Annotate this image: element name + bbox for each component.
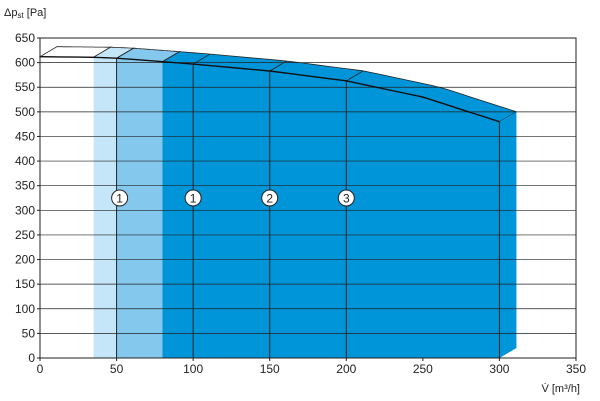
speed-marker-label: 3	[343, 192, 350, 206]
x-tick-label: 200	[336, 362, 356, 376]
y-tick-label: 650	[15, 31, 35, 45]
x-tick-label: 150	[260, 362, 280, 376]
speed-line-depth-50	[116, 47, 134, 59]
x-tick-label: 250	[413, 362, 433, 376]
x-tick-label: 0	[37, 362, 44, 376]
characteristic-curves	[39, 47, 500, 358]
y-tick-label: 550	[15, 80, 35, 94]
speed-marker-1: 1	[111, 189, 129, 207]
x-tick-label: 50	[110, 362, 124, 376]
speed-marker-circle	[261, 189, 279, 207]
y-tick-label: 0	[28, 351, 35, 365]
y-tick-label: 200	[15, 253, 35, 267]
y-tick-label: 450	[15, 129, 35, 143]
speed-markers: 1 1 2 3	[111, 189, 355, 207]
x-tick-label: 100	[183, 362, 203, 376]
y-tick-label: 400	[15, 154, 35, 168]
speed-marker-3: 2	[261, 189, 279, 207]
y-tick-label: 500	[15, 105, 35, 119]
speed-marker-label: 2	[266, 192, 273, 206]
speed-marker-label: 1	[116, 192, 123, 206]
x-tick-label: 350	[566, 362, 586, 376]
speed-line-depth-100	[192, 53, 211, 65]
max-curve	[39, 56, 500, 123]
y-tick-label: 100	[15, 302, 35, 316]
y-tick-label: 150	[15, 277, 35, 291]
y-tick-label: 50	[22, 326, 36, 340]
speed-marker-label: 1	[190, 192, 197, 206]
plot-frame	[39, 37, 577, 359]
x-tick-label: 300	[489, 362, 509, 376]
range-area-2	[116, 58, 163, 358]
range-area-1	[93, 57, 117, 358]
speed-marker-2: 1	[184, 189, 202, 207]
y-tick-label: 250	[15, 228, 35, 242]
speed-marker-circle	[337, 189, 355, 207]
y-tick-label: 350	[15, 179, 35, 193]
axis-ticks: 0501001502002503003504004505005506006500…	[15, 31, 586, 376]
speed-line-depth-150	[269, 60, 287, 72]
y-tick-label: 600	[15, 56, 35, 70]
y-axis-label: Δpst [Pa]	[4, 7, 46, 20]
x-axis-label: V̇ [m³/h]	[541, 382, 580, 395]
speed-marker-4: 3	[337, 189, 355, 207]
speed-marker-circle	[111, 189, 129, 207]
speed-line-depth-200	[346, 70, 364, 82]
speed-marker-circle	[184, 189, 202, 207]
y-tick-label: 300	[15, 203, 35, 217]
